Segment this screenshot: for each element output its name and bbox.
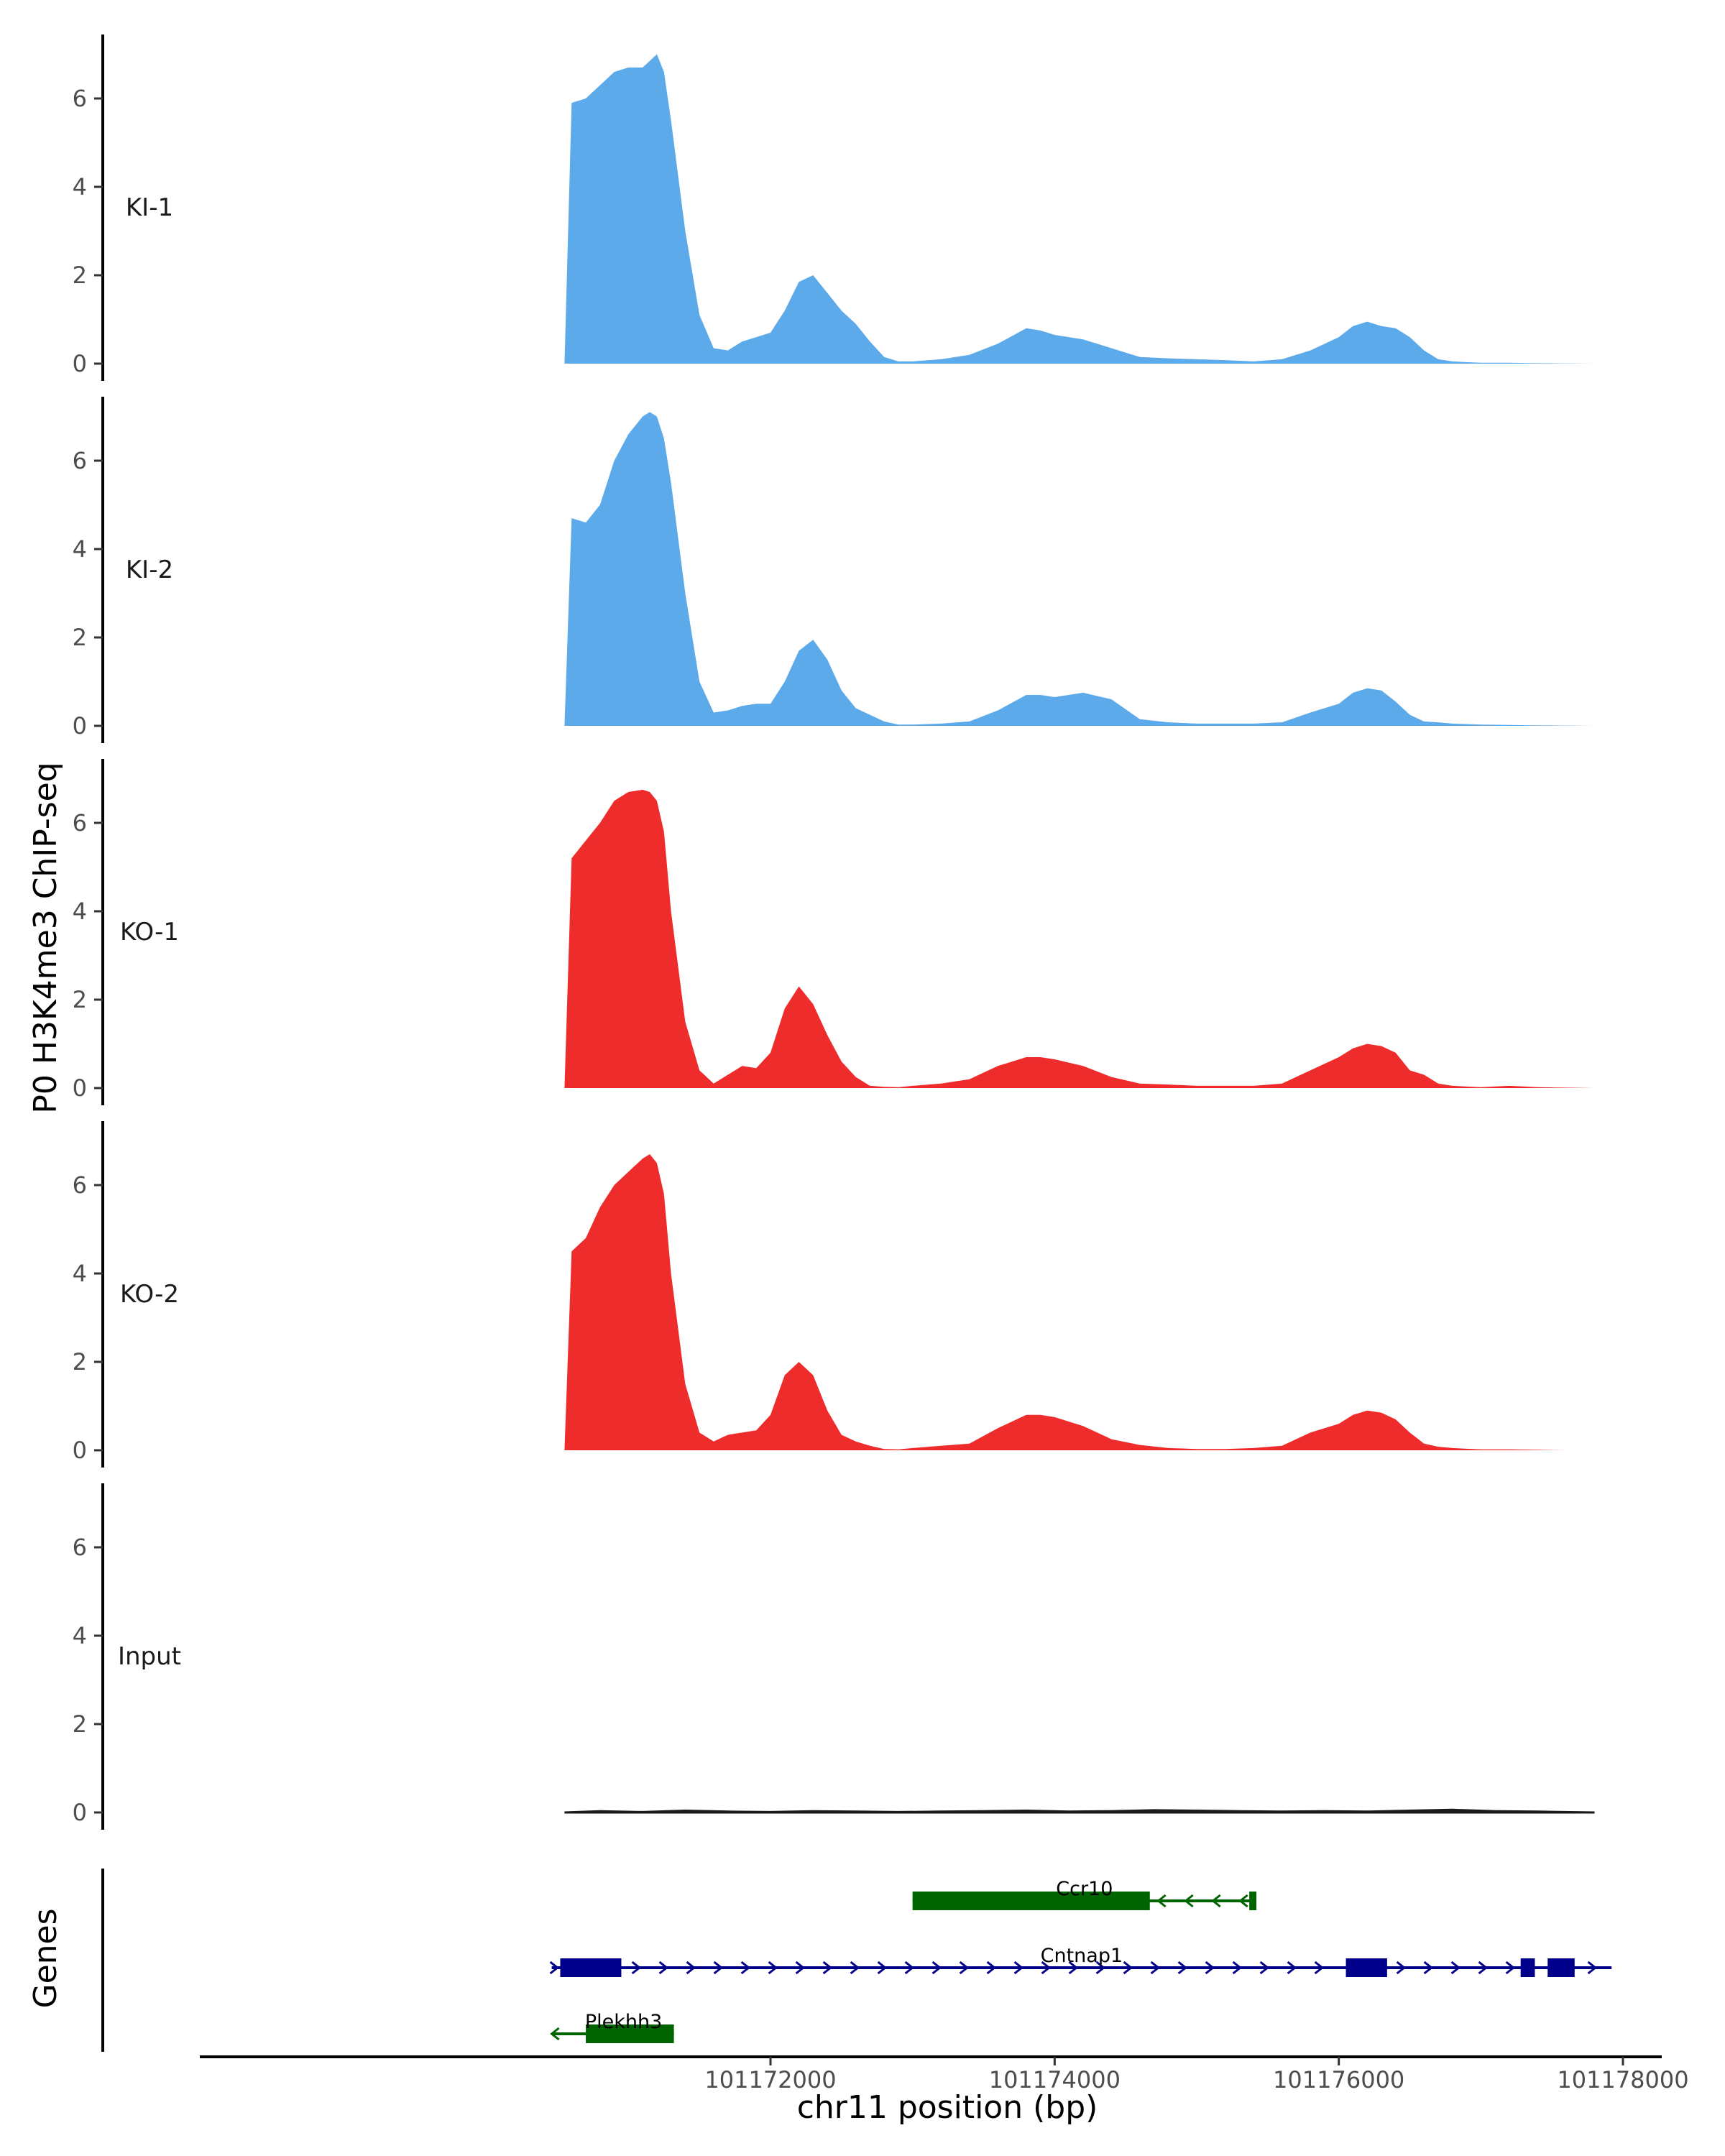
track-input: 0 2 4 6 Input	[73, 1483, 1595, 1830]
x-tick-label: 101174000	[989, 2066, 1121, 2093]
track-label: KI-1	[126, 193, 173, 222]
strand-arrow	[1211, 1894, 1221, 1908]
track-ki-2: 0 2 4 6 KI-2	[73, 397, 1595, 743]
strand-arrow	[1505, 1961, 1515, 1975]
y-tick-label: 2	[73, 624, 87, 651]
strand-arrow	[822, 1961, 832, 1975]
y-tick-label: 0	[73, 1074, 87, 1102]
signal-area-ki-2	[564, 412, 1595, 726]
strand-arrow	[1156, 1894, 1167, 1908]
strand-arrow	[1314, 1961, 1324, 1975]
signal-area-input	[564, 1808, 1595, 1814]
strand-arrow	[1238, 1894, 1248, 1908]
gene-exon	[1346, 1958, 1387, 1977]
strand-arrow	[1587, 1961, 1597, 1975]
gene-label: Plekhh3	[585, 2011, 662, 2033]
gene-cntnap1: Cntnap1	[549, 1945, 1612, 1977]
track-label: KO-1	[120, 918, 179, 946]
strand-arrow	[1013, 1961, 1024, 1975]
y-tick-label: 4	[73, 173, 87, 201]
strand-arrow	[1396, 1961, 1406, 1975]
strand-arrow	[631, 1961, 641, 1975]
gene-plekhh3: Plekhh3	[550, 2011, 674, 2043]
strand-arrow	[1287, 1961, 1297, 1975]
strand-arrow	[768, 1961, 778, 1975]
strand-arrow	[959, 1961, 969, 1975]
y-tick-label: 2	[73, 1710, 87, 1738]
y-axis-title: P0 H3K4me3 ChIP-seq	[27, 762, 64, 1113]
y-tick-label: 0	[73, 350, 87, 377]
strand-arrow	[1150, 1961, 1160, 1975]
y-tick-label: 0	[73, 712, 87, 740]
strand-arrow	[1184, 1894, 1194, 1908]
x-tick-label: 101178000	[1557, 2066, 1688, 2093]
y-tick-label: 2	[73, 1348, 87, 1376]
x-axis: 101172000 101174000 101176000 101178000	[200, 2055, 1689, 2093]
track-panels: 0 2 4 6 KI-1 0 2 4 6 KI-2 0 2 4 6 KO-1 0 2 4 6 KO-2 0 2 4 6 Inpu…	[73, 34, 1595, 1830]
strand-arrow	[904, 1961, 914, 1975]
gene-label: Cntnap1	[1041, 1945, 1123, 1967]
y-tick-label: 6	[73, 1171, 87, 1199]
strand-arrow	[686, 1961, 696, 1975]
gene-exon	[586, 2024, 674, 2043]
strand-arrow	[549, 1961, 559, 1975]
strand-arrow	[1450, 1961, 1460, 1975]
strand-arrow	[1259, 1961, 1269, 1975]
y-tick-label: 0	[73, 1437, 87, 1464]
strand-arrow	[1478, 1961, 1488, 1975]
strand-arrow	[1177, 1961, 1187, 1975]
signal-area-ko-2	[564, 1154, 1566, 1450]
strand-arrow	[713, 1961, 723, 1975]
strand-arrow	[550, 2027, 560, 2041]
signal-area-ko-1	[564, 789, 1595, 1088]
x-tick-label: 101176000	[1273, 2066, 1404, 2093]
y-tick-label: 2	[73, 986, 87, 1013]
strand-arrow	[932, 1961, 942, 1975]
gene-exon	[912, 1892, 1150, 1910]
gene-exon	[1547, 1958, 1575, 1977]
y-tick-label: 6	[73, 85, 87, 112]
y-tick-label: 6	[73, 1534, 87, 1561]
track-label: KO-2	[120, 1280, 179, 1309]
strand-arrow	[1095, 1961, 1105, 1975]
strand-arrow	[877, 1961, 887, 1975]
strand-arrow	[986, 1961, 996, 1975]
track-ko-1: 0 2 4 6 KO-1	[73, 759, 1595, 1105]
strand-arrow	[1123, 1961, 1133, 1975]
strand-arrow	[1423, 1961, 1433, 1975]
track-ki-1: 0 2 4 6 KI-1	[73, 34, 1595, 381]
track-label: KI-2	[126, 556, 173, 584]
strand-arrow	[795, 1961, 805, 1975]
strand-arrow	[1232, 1961, 1242, 1975]
gene-ccr10: Ccr10	[912, 1878, 1257, 1910]
strand-arrow	[850, 1961, 860, 1975]
signal-area-ki-1	[564, 54, 1595, 364]
track-ko-2: 0 2 4 6 KO-2	[73, 1121, 1566, 1468]
strand-arrow	[740, 1961, 750, 1975]
genes-axis-title: Genes	[27, 1908, 64, 2008]
strand-arrow	[1041, 1961, 1051, 1975]
strand-arrow	[658, 1961, 668, 1975]
y-tick-label: 4	[73, 1622, 87, 1649]
gene-exon	[560, 1958, 622, 1977]
gene-track: Ccr10 Cntnap1 Plekhh3	[101, 1869, 1612, 2052]
y-tick-label: 4	[73, 535, 87, 563]
strand-arrow	[1205, 1961, 1215, 1975]
gene-exon	[1520, 1958, 1535, 1977]
y-tick-label: 2	[73, 262, 87, 289]
x-tick-label: 101172000	[704, 2066, 836, 2093]
y-tick-label: 0	[73, 1799, 87, 1826]
y-tick-label: 6	[73, 447, 87, 474]
gene-exon	[1249, 1892, 1257, 1910]
y-tick-label: 6	[73, 809, 87, 837]
x-axis-title: chr11 position (bp)	[797, 2089, 1098, 2126]
y-tick-label: 4	[73, 1260, 87, 1287]
track-label: Input	[118, 1642, 181, 1671]
y-tick-label: 4	[73, 898, 87, 925]
strand-arrow	[1068, 1961, 1078, 1975]
gene-label: Ccr10	[1056, 1878, 1113, 1900]
